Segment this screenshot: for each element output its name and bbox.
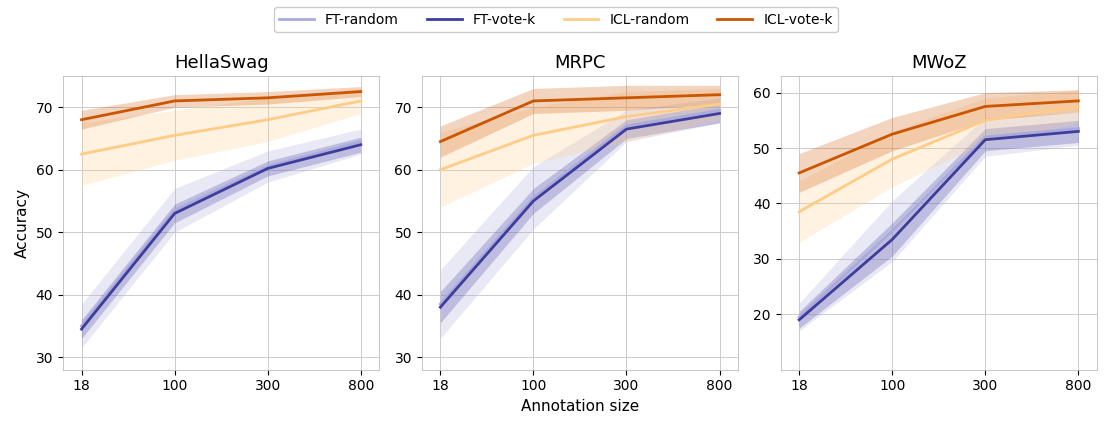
Legend: FT-random, FT-vote-k, ICL-random, ICL-vote-k: FT-random, FT-vote-k, ICL-random, ICL-vo…: [274, 7, 838, 32]
Title: MWoZ: MWoZ: [911, 54, 966, 72]
Y-axis label: Accuracy: Accuracy: [14, 188, 30, 258]
Title: HellaSwag: HellaSwag: [173, 54, 268, 72]
Title: MRPC: MRPC: [554, 54, 606, 72]
X-axis label: Annotation size: Annotation size: [520, 399, 639, 414]
